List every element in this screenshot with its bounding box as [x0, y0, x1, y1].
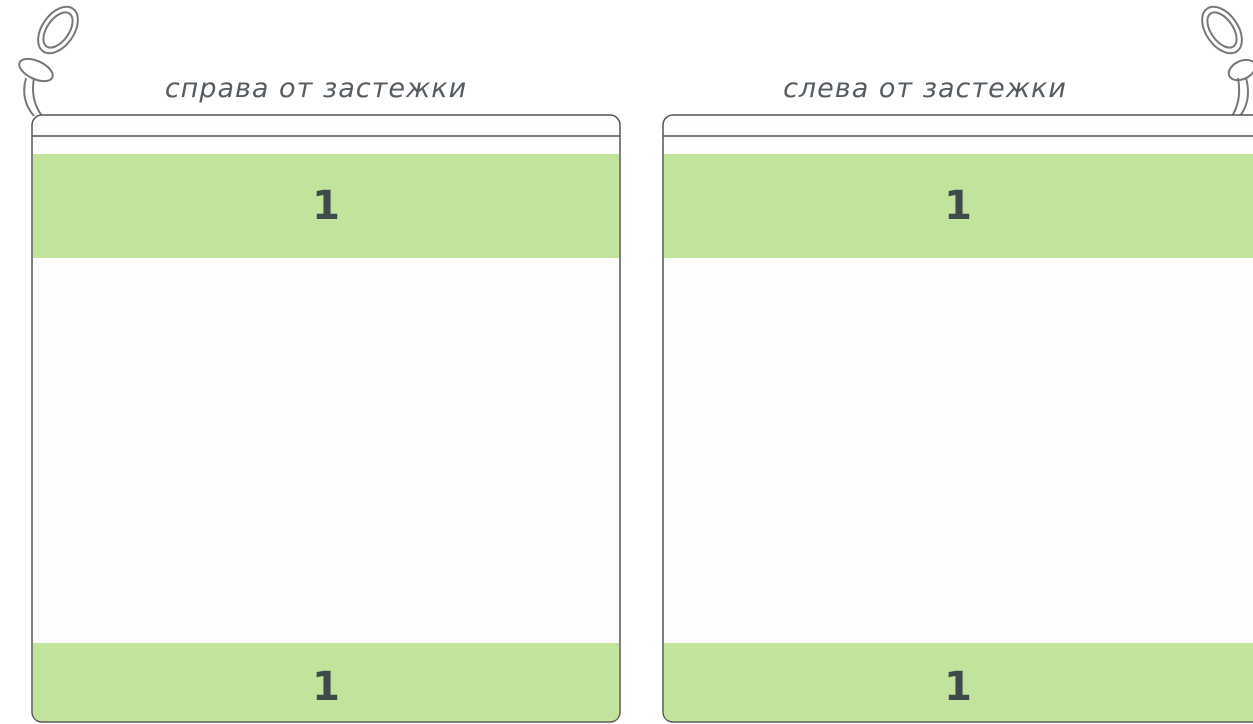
zone-label: 1	[944, 183, 972, 229]
zone-label: 1	[312, 183, 340, 229]
diagram: справа от застежки 1 1 слева от застежки…	[0, 0, 1253, 724]
drawstring-loop	[16, 0, 86, 116]
drawstring-loop	[1194, 0, 1253, 116]
caption: справа от застежки	[165, 73, 467, 104]
bag-panel: слева от застежки 1 1	[663, 73, 1253, 722]
bag-panel: справа от застежки 1 1	[32, 73, 620, 722]
zone-label: 1	[944, 664, 972, 710]
zone-label: 1	[312, 664, 340, 710]
caption: слева от застежки	[783, 73, 1067, 104]
